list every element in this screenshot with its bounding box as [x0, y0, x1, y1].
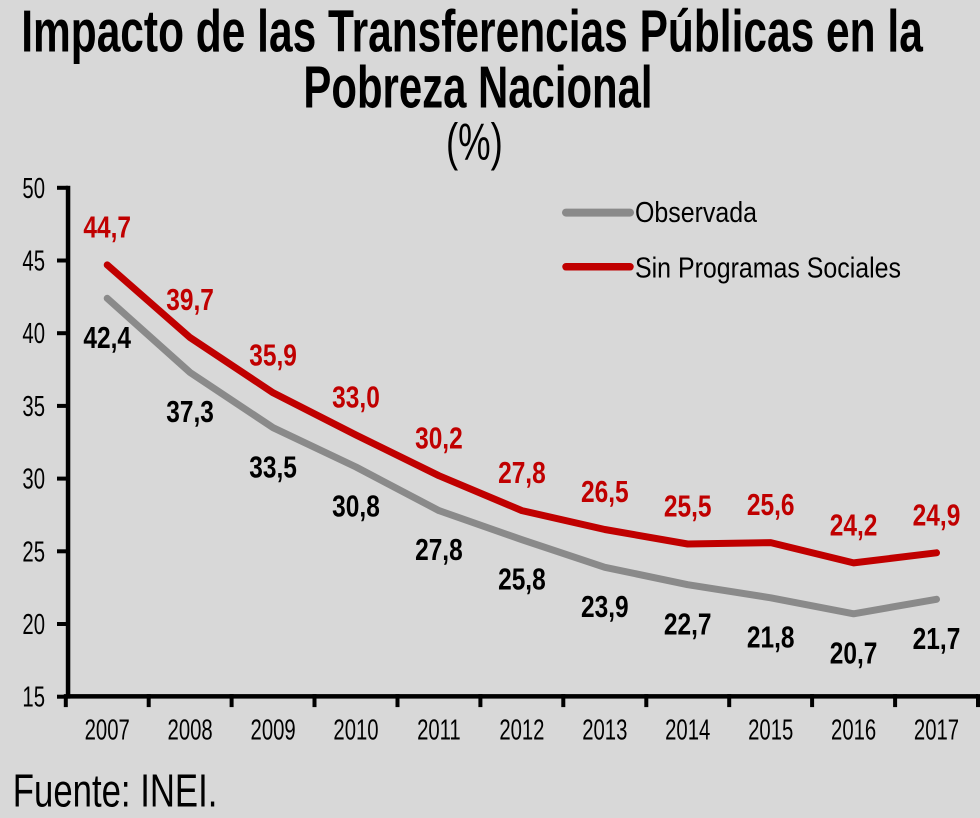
svg-text:Pobreza Nacional: Pobreza Nacional	[303, 55, 652, 121]
svg-text:25,8: 25,8	[498, 562, 546, 596]
svg-text:Sin Programas Sociales: Sin Programas Sociales	[635, 252, 901, 284]
svg-text:42,4: 42,4	[83, 320, 131, 354]
svg-text:45: 45	[22, 245, 45, 277]
svg-text:2013: 2013	[582, 714, 627, 746]
svg-text:24,9: 24,9	[913, 498, 961, 532]
svg-text:50: 50	[22, 172, 45, 204]
svg-text:35: 35	[22, 390, 45, 422]
svg-text:21,7: 21,7	[913, 621, 961, 655]
svg-text:2011: 2011	[417, 714, 461, 746]
svg-text:15: 15	[22, 681, 45, 713]
svg-text:35,9: 35,9	[249, 338, 297, 372]
svg-text:2010: 2010	[333, 714, 378, 746]
svg-text:2012: 2012	[499, 714, 544, 746]
svg-text:44,7: 44,7	[83, 210, 131, 244]
svg-text:26,5: 26,5	[581, 474, 629, 508]
svg-text:40: 40	[22, 318, 45, 350]
svg-text:37,3: 37,3	[166, 394, 214, 428]
svg-text:23,9: 23,9	[581, 589, 629, 623]
svg-text:20: 20	[22, 609, 45, 641]
svg-text:2015: 2015	[748, 714, 793, 746]
svg-text:20,7: 20,7	[830, 636, 878, 670]
svg-text:30: 30	[22, 463, 45, 495]
svg-text:2014: 2014	[665, 714, 710, 746]
svg-text:27,8: 27,8	[498, 455, 546, 489]
svg-text:Impacto de las Transferencias: Impacto de las Transferencias Públicas e…	[21, 0, 923, 64]
svg-text:Observada: Observada	[635, 196, 758, 228]
svg-text:Fuente: INEI.: Fuente: INEI.	[13, 765, 218, 817]
svg-text:33,0: 33,0	[332, 380, 380, 414]
svg-text:33,5: 33,5	[249, 450, 297, 484]
svg-text:22,7: 22,7	[664, 607, 712, 641]
svg-text:30,8: 30,8	[332, 489, 380, 523]
svg-text:27,8: 27,8	[415, 532, 463, 566]
svg-text:24,2: 24,2	[830, 508, 878, 542]
svg-text:21,8: 21,8	[747, 620, 795, 654]
svg-text:30,2: 30,2	[415, 421, 463, 455]
svg-text:25,6: 25,6	[747, 487, 795, 521]
svg-text:2008: 2008	[168, 714, 213, 746]
svg-text:2017: 2017	[914, 714, 959, 746]
svg-text:39,7: 39,7	[166, 282, 214, 316]
svg-text:25: 25	[22, 536, 45, 568]
svg-text:2016: 2016	[831, 714, 876, 746]
svg-text:2007: 2007	[85, 714, 130, 746]
svg-text:2009: 2009	[251, 714, 296, 746]
svg-text:(%): (%)	[446, 114, 503, 171]
svg-text:25,5: 25,5	[664, 489, 712, 523]
